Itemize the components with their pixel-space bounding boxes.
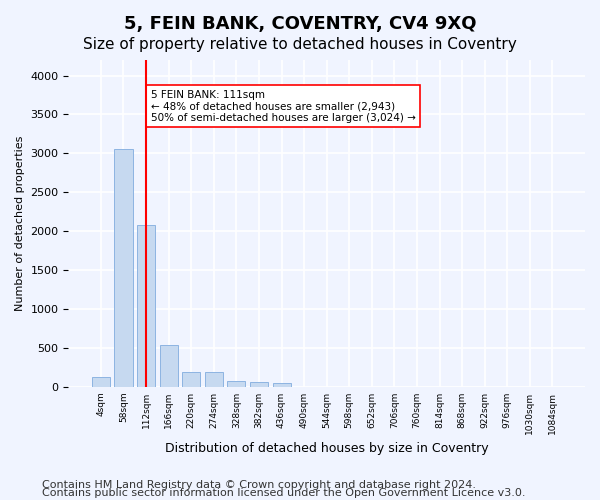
Bar	[92, 376, 110, 386]
Bar	[205, 372, 223, 386]
X-axis label: Distribution of detached houses by size in Coventry: Distribution of detached houses by size …	[165, 442, 488, 455]
Text: 5, FEIN BANK, COVENTRY, CV4 9XQ: 5, FEIN BANK, COVENTRY, CV4 9XQ	[124, 15, 476, 33]
Bar	[160, 344, 178, 387]
Text: Size of property relative to detached houses in Coventry: Size of property relative to detached ho…	[83, 38, 517, 52]
Bar	[115, 150, 133, 386]
Text: 5 FEIN BANK: 111sqm
← 48% of detached houses are smaller (2,943)
50% of semi-det: 5 FEIN BANK: 111sqm ← 48% of detached ho…	[151, 90, 415, 123]
Text: Contains public sector information licensed under the Open Government Licence v3: Contains public sector information licen…	[42, 488, 526, 498]
Bar	[182, 372, 200, 386]
Bar	[250, 382, 268, 386]
Bar	[272, 383, 290, 386]
Bar	[227, 381, 245, 386]
Text: Contains HM Land Registry data © Crown copyright and database right 2024.: Contains HM Land Registry data © Crown c…	[42, 480, 476, 490]
Bar	[137, 225, 155, 386]
Y-axis label: Number of detached properties: Number of detached properties	[15, 136, 25, 311]
